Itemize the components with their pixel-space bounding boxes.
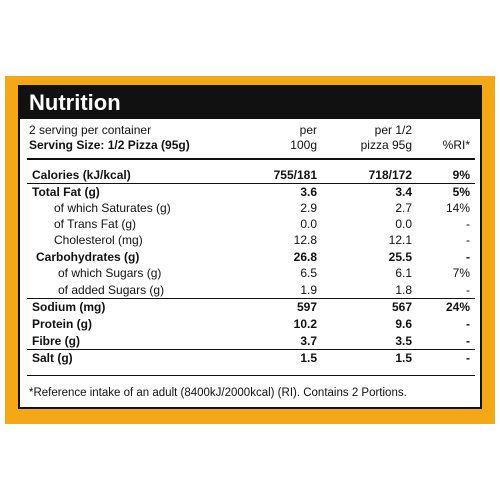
per100-value: 10.2 bbox=[293, 317, 317, 331]
row-label: of Trans Fat (g) bbox=[54, 217, 137, 231]
ri-value: 24% bbox=[445, 300, 470, 314]
ri-value: 7% bbox=[452, 266, 470, 280]
row-label: of added Sugars (g) bbox=[58, 283, 165, 297]
perhalf-value: 1.5 bbox=[395, 351, 412, 365]
header-divider bbox=[27, 158, 475, 160]
row-label: Sodium (mg) bbox=[32, 300, 106, 314]
per100-value: 3.7 bbox=[300, 334, 317, 348]
nutrition-panel: Nutrition 2 serving per container Servin… bbox=[18, 85, 482, 409]
row-label: Protein (g) bbox=[32, 317, 92, 331]
per100-header-line2: 100g bbox=[290, 138, 317, 152]
row-divider bbox=[27, 349, 475, 350]
row-label: of which Sugars (g) bbox=[58, 266, 162, 280]
perhalf-value: 6.1 bbox=[395, 266, 412, 280]
per100-value: 26.8 bbox=[293, 250, 317, 264]
table-row: Carbohydrates (g) 26.8 25.5 - bbox=[20, 249, 480, 266]
perhalf-value: 1.8 bbox=[395, 283, 412, 297]
ri-value: - bbox=[466, 317, 470, 331]
table-row: Protein (g) 10.2 9.6 - bbox=[20, 316, 480, 333]
row-label: Salt (g) bbox=[32, 351, 73, 365]
per100-value: 1.5 bbox=[300, 351, 317, 365]
per100-value: 12.8 bbox=[293, 233, 317, 247]
footnote: *Reference intake of an adult (8400kJ/20… bbox=[29, 387, 407, 399]
perhalf-header-line1: per 1/2 bbox=[374, 123, 412, 137]
per100-value: 0.0 bbox=[300, 217, 317, 231]
serving-size: Serving Size: 1/2 Pizza (95g) bbox=[29, 138, 190, 152]
table-row: Calories (kJ/kcal) 755/181 718/172 9% bbox=[20, 167, 480, 184]
ri-value: - bbox=[466, 334, 470, 348]
perhalf-value: 3.5 bbox=[395, 334, 412, 348]
servings-per-container: 2 serving per container bbox=[29, 123, 152, 137]
perhalf-value: 3.4 bbox=[395, 185, 412, 199]
perhalf-value: 12.1 bbox=[388, 233, 412, 247]
per100-value: 755/181 bbox=[273, 168, 317, 182]
ri-value: 5% bbox=[452, 185, 470, 199]
perhalf-value: 9.6 bbox=[395, 317, 412, 331]
row-label: Cholesterol (mg) bbox=[54, 233, 143, 247]
per100-value: 2.9 bbox=[300, 201, 317, 215]
panel-title: Nutrition bbox=[29, 90, 121, 115]
ri-value: - bbox=[466, 250, 470, 264]
ri-value: - bbox=[466, 233, 470, 247]
table-row: of Trans Fat (g) 0.0 0.0 - bbox=[20, 216, 480, 233]
per100-value: 6.5 bbox=[300, 266, 317, 280]
table-row: Fibre (g) 3.7 3.5 - bbox=[20, 333, 480, 350]
title-bar: Nutrition bbox=[20, 87, 480, 119]
row-label: Total Fat (g) bbox=[32, 185, 100, 199]
ri-value: - bbox=[466, 283, 470, 297]
per100-header-line1: per bbox=[299, 123, 317, 137]
perhalf-value: 718/172 bbox=[368, 168, 412, 182]
ri-value: - bbox=[466, 351, 470, 365]
row-divider bbox=[27, 183, 475, 184]
row-divider bbox=[27, 298, 475, 299]
ri-header: %RI* bbox=[442, 138, 470, 152]
per100-value: 597 bbox=[296, 300, 317, 314]
row-label: Fibre (g) bbox=[32, 334, 80, 348]
table-row: of added Sugars (g) 1.9 1.8 - bbox=[20, 282, 480, 299]
perhalf-value: 25.5 bbox=[388, 250, 412, 264]
perhalf-value: 2.7 bbox=[395, 201, 412, 215]
per100-value: 3.6 bbox=[300, 185, 317, 199]
row-label: Calories (kJ/kcal) bbox=[32, 168, 131, 182]
table-row: Salt (g) 1.5 1.5 - bbox=[20, 350, 480, 367]
table-row: Cholesterol (mg) 12.8 12.1 - bbox=[20, 232, 480, 249]
ri-value: 14% bbox=[445, 201, 470, 215]
perhalf-header-line2: pizza 95g bbox=[360, 138, 412, 152]
per100-value: 1.9 bbox=[300, 283, 317, 297]
table-row: Sodium (mg) 597 567 24% bbox=[20, 299, 480, 316]
ri-value: - bbox=[466, 217, 470, 231]
ri-value: 9% bbox=[452, 168, 470, 182]
perhalf-value: 0.0 bbox=[395, 217, 412, 231]
table-row: of which Sugars (g) 6.5 6.1 7% bbox=[20, 265, 480, 282]
footer-divider bbox=[27, 375, 475, 376]
perhalf-value: 567 bbox=[391, 300, 412, 314]
row-label: Carbohydrates (g) bbox=[36, 250, 140, 264]
row-label: of which Saturates (g) bbox=[54, 201, 171, 215]
table-row: of which Saturates (g) 2.9 2.7 14% bbox=[20, 200, 480, 217]
table-row: Total Fat (g) 3.6 3.4 5% bbox=[20, 184, 480, 201]
